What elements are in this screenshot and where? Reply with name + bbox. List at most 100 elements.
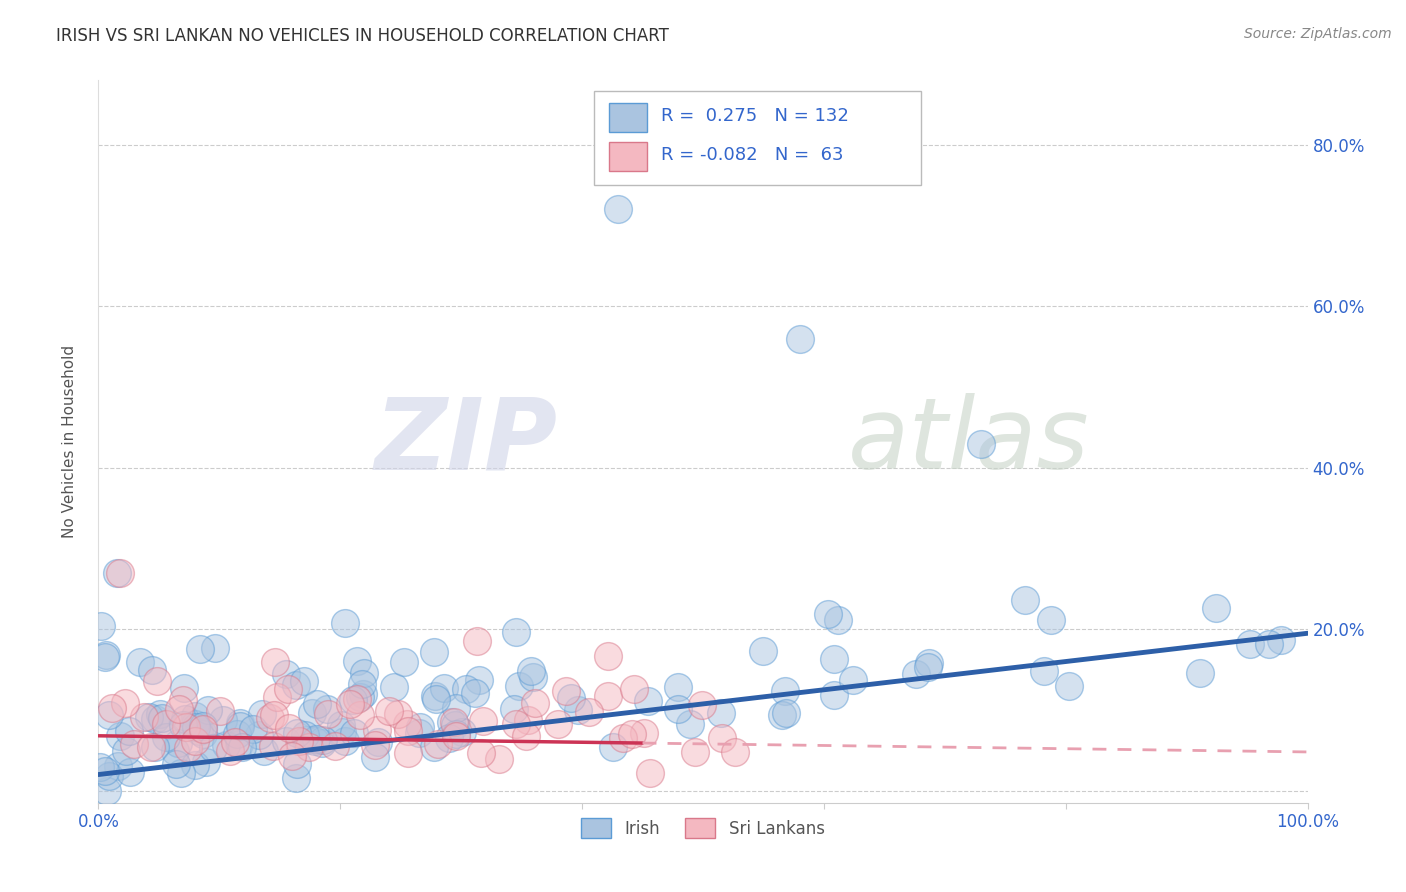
Point xyxy=(1257,637,1279,651)
Point xyxy=(304,734,326,748)
Point xyxy=(247,728,270,742)
Point xyxy=(772,708,794,723)
Point xyxy=(191,718,214,732)
Point xyxy=(1270,632,1292,647)
Point xyxy=(396,746,419,760)
Text: IRISH VS SRI LANKAN NO VEHICLES IN HOUSEHOLD CORRELATION CHART: IRISH VS SRI LANKAN NO VEHICLES IN HOUSE… xyxy=(56,27,669,45)
Point xyxy=(114,744,136,758)
Point xyxy=(278,721,301,735)
Point xyxy=(503,702,526,716)
Point xyxy=(612,731,634,746)
Point xyxy=(184,758,207,772)
Point xyxy=(666,680,689,694)
Point xyxy=(409,720,432,734)
Point xyxy=(262,739,284,753)
Point xyxy=(173,712,195,726)
Point xyxy=(454,681,477,696)
Point xyxy=(141,663,163,677)
Point xyxy=(752,644,775,658)
Point xyxy=(97,707,120,722)
Point xyxy=(276,681,298,696)
Point xyxy=(108,730,131,744)
Text: ZIP: ZIP xyxy=(375,393,558,490)
FancyBboxPatch shape xyxy=(595,91,921,185)
Point xyxy=(444,718,467,732)
Point xyxy=(114,696,136,710)
Point xyxy=(339,697,361,711)
Point xyxy=(97,769,120,783)
Point xyxy=(439,731,461,745)
Point xyxy=(666,702,689,716)
Point xyxy=(524,696,547,710)
Point xyxy=(94,650,117,665)
Point xyxy=(1014,592,1036,607)
Point xyxy=(333,615,356,630)
Point xyxy=(352,687,374,701)
Point xyxy=(170,765,193,780)
Point xyxy=(250,707,273,722)
Point xyxy=(122,737,145,751)
Point xyxy=(174,720,197,734)
Point xyxy=(329,718,352,732)
Point xyxy=(638,766,661,780)
Y-axis label: No Vehicles in Household: No Vehicles in Household xyxy=(62,345,77,538)
Point xyxy=(555,684,578,698)
Text: atlas: atlas xyxy=(848,393,1090,490)
Point xyxy=(423,690,446,704)
Point xyxy=(465,633,488,648)
Point xyxy=(471,714,494,728)
Point xyxy=(817,607,839,622)
Text: R = -0.082   N =  63: R = -0.082 N = 63 xyxy=(661,145,844,164)
Point xyxy=(350,677,373,691)
Point xyxy=(186,721,208,735)
Point xyxy=(188,723,211,738)
Point xyxy=(353,666,375,681)
Point xyxy=(120,765,142,780)
Point xyxy=(167,736,190,750)
Point xyxy=(298,740,321,755)
Point xyxy=(184,734,207,748)
Point xyxy=(172,718,194,732)
Point xyxy=(505,717,527,731)
Point xyxy=(433,681,456,695)
Point xyxy=(266,690,288,705)
Point xyxy=(224,734,246,748)
Point xyxy=(183,709,205,723)
Point xyxy=(342,693,364,707)
Point xyxy=(165,743,187,757)
Point xyxy=(508,680,530,694)
Point xyxy=(367,735,389,749)
Point xyxy=(578,705,600,719)
Point xyxy=(191,726,214,740)
Point xyxy=(107,759,129,773)
Point xyxy=(917,660,939,674)
Point xyxy=(167,702,190,716)
Point xyxy=(285,756,308,771)
Point xyxy=(425,691,447,706)
Point xyxy=(89,760,111,774)
Point xyxy=(105,566,128,580)
Point xyxy=(637,694,659,708)
Text: Source: ZipAtlas.com: Source: ZipAtlas.com xyxy=(1244,27,1392,41)
Point xyxy=(842,673,865,687)
Point xyxy=(100,700,122,714)
FancyBboxPatch shape xyxy=(609,142,647,170)
Point xyxy=(307,698,329,712)
Point xyxy=(519,665,541,679)
Point xyxy=(709,706,731,721)
Point xyxy=(598,689,620,703)
Point xyxy=(177,741,200,756)
Point xyxy=(349,707,371,722)
Point xyxy=(633,726,655,740)
Point xyxy=(330,724,353,739)
Point xyxy=(343,726,366,740)
Point xyxy=(226,726,249,740)
Point xyxy=(775,706,797,720)
Point xyxy=(364,738,387,752)
Point xyxy=(446,726,468,740)
Point xyxy=(467,673,489,688)
Point xyxy=(212,713,235,727)
Point xyxy=(596,648,619,663)
Point xyxy=(312,732,335,747)
Point xyxy=(364,749,387,764)
